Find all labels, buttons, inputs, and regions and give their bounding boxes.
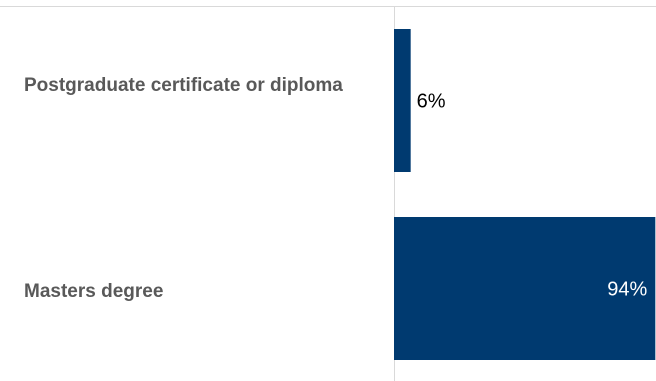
bar-1 [394, 217, 656, 360]
category-label-text: Masters degree [24, 281, 164, 302]
data-label-0: 6% [417, 91, 446, 113]
category-label-postgraduate: Postgraduate certificate or diploma [24, 70, 354, 101]
data-label-1: 94% [607, 279, 647, 301]
category-label-masters: Masters degree [24, 276, 354, 307]
bar-0 [394, 29, 411, 172]
top-rule [0, 6, 656, 7]
category-label-text: Postgraduate certificate or diploma [24, 75, 343, 96]
